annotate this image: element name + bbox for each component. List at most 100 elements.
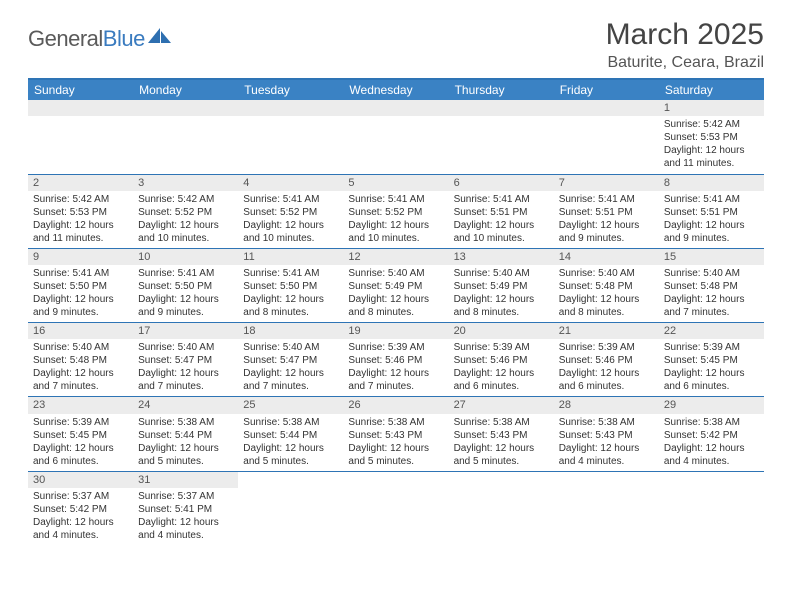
- sunset-text: Sunset: 5:51 PM: [559, 206, 654, 219]
- logo-text-blue: Blue: [103, 26, 145, 52]
- calendar-cell: 24Sunrise: 5:38 AMSunset: 5:44 PMDayligh…: [133, 397, 238, 471]
- sunset-text: Sunset: 5:47 PM: [243, 354, 338, 367]
- sunset-text: Sunset: 5:44 PM: [243, 429, 338, 442]
- calendar-cell: 5Sunrise: 5:41 AMSunset: 5:52 PMDaylight…: [343, 174, 448, 248]
- day-details: Sunrise: 5:40 AMSunset: 5:48 PMDaylight:…: [28, 339, 133, 396]
- day-details: Sunrise: 5:40 AMSunset: 5:49 PMDaylight:…: [449, 265, 554, 322]
- calendar-cell: 18Sunrise: 5:40 AMSunset: 5:47 PMDayligh…: [238, 323, 343, 397]
- calendar-cell: 20Sunrise: 5:39 AMSunset: 5:46 PMDayligh…: [449, 323, 554, 397]
- day-number: 17: [133, 323, 238, 339]
- day-number: 22: [659, 323, 764, 339]
- day-details: Sunrise: 5:38 AMSunset: 5:43 PMDaylight:…: [343, 414, 448, 471]
- calendar-week-row: 30Sunrise: 5:37 AMSunset: 5:42 PMDayligh…: [28, 471, 764, 545]
- daylight-text: Daylight: 12 hours and 8 minutes.: [454, 293, 549, 319]
- calendar-cell: 4Sunrise: 5:41 AMSunset: 5:52 PMDaylight…: [238, 174, 343, 248]
- sunset-text: Sunset: 5:45 PM: [664, 354, 759, 367]
- sunrise-text: Sunrise: 5:38 AM: [664, 416, 759, 429]
- day-details: Sunrise: 5:39 AMSunset: 5:45 PMDaylight:…: [659, 339, 764, 396]
- day-number: 28: [554, 397, 659, 413]
- day-number: 7: [554, 175, 659, 191]
- daylight-text: Daylight: 12 hours and 7 minutes.: [664, 293, 759, 319]
- sunset-text: Sunset: 5:50 PM: [33, 280, 128, 293]
- calendar-cell: [133, 100, 238, 174]
- day-details: Sunrise: 5:41 AMSunset: 5:50 PMDaylight:…: [238, 265, 343, 322]
- day-details: Sunrise: 5:38 AMSunset: 5:44 PMDaylight:…: [133, 414, 238, 471]
- calendar-cell: 1Sunrise: 5:42 AMSunset: 5:53 PMDaylight…: [659, 100, 764, 174]
- sunrise-text: Sunrise: 5:41 AM: [138, 267, 233, 280]
- day-number: 2: [28, 175, 133, 191]
- calendar-cell: 16Sunrise: 5:40 AMSunset: 5:48 PMDayligh…: [28, 323, 133, 397]
- day-number: 3: [133, 175, 238, 191]
- sunset-text: Sunset: 5:52 PM: [138, 206, 233, 219]
- day-number: 4: [238, 175, 343, 191]
- calendar-table: Sunday Monday Tuesday Wednesday Thursday…: [28, 78, 764, 545]
- daylight-text: Daylight: 12 hours and 8 minutes.: [559, 293, 654, 319]
- sunrise-text: Sunrise: 5:39 AM: [33, 416, 128, 429]
- sunset-text: Sunset: 5:53 PM: [664, 131, 759, 144]
- location-label: Baturite, Ceara, Brazil: [606, 54, 764, 72]
- day-number: 27: [449, 397, 554, 413]
- day-number: 11: [238, 249, 343, 265]
- day-number: 20: [449, 323, 554, 339]
- sunrise-text: Sunrise: 5:40 AM: [664, 267, 759, 280]
- calendar-cell: 23Sunrise: 5:39 AMSunset: 5:45 PMDayligh…: [28, 397, 133, 471]
- daylight-text: Daylight: 12 hours and 6 minutes.: [33, 442, 128, 468]
- sunrise-text: Sunrise: 5:41 AM: [664, 193, 759, 206]
- day-details: Sunrise: 5:42 AMSunset: 5:53 PMDaylight:…: [28, 191, 133, 248]
- daylight-text: Daylight: 12 hours and 8 minutes.: [243, 293, 338, 319]
- calendar-week-row: 23Sunrise: 5:39 AMSunset: 5:45 PMDayligh…: [28, 397, 764, 471]
- sunrise-text: Sunrise: 5:40 AM: [454, 267, 549, 280]
- sunrise-text: Sunrise: 5:37 AM: [138, 490, 233, 503]
- day-details: Sunrise: 5:40 AMSunset: 5:48 PMDaylight:…: [554, 265, 659, 322]
- sunset-text: Sunset: 5:53 PM: [33, 206, 128, 219]
- sunrise-text: Sunrise: 5:41 AM: [559, 193, 654, 206]
- sunrise-text: Sunrise: 5:41 AM: [33, 267, 128, 280]
- empty-day-header: [343, 100, 448, 116]
- sunset-text: Sunset: 5:44 PM: [138, 429, 233, 442]
- calendar-cell: [238, 100, 343, 174]
- day-header-row: Sunday Monday Tuesday Wednesday Thursday…: [28, 79, 764, 100]
- daylight-text: Daylight: 12 hours and 6 minutes.: [454, 367, 549, 393]
- empty-day-header: [133, 100, 238, 116]
- day-number: 31: [133, 472, 238, 488]
- calendar-cell: [449, 471, 554, 545]
- sunrise-text: Sunrise: 5:41 AM: [454, 193, 549, 206]
- sunset-text: Sunset: 5:48 PM: [559, 280, 654, 293]
- daylight-text: Daylight: 12 hours and 11 minutes.: [33, 219, 128, 245]
- sunset-text: Sunset: 5:50 PM: [243, 280, 338, 293]
- day-number: 16: [28, 323, 133, 339]
- calendar-page: General Blue March 2025 Baturite, Ceara,…: [0, 0, 792, 555]
- sunset-text: Sunset: 5:48 PM: [664, 280, 759, 293]
- sunset-text: Sunset: 5:46 PM: [559, 354, 654, 367]
- daylight-text: Daylight: 12 hours and 6 minutes.: [559, 367, 654, 393]
- day-number: 21: [554, 323, 659, 339]
- day-header: Friday: [554, 79, 659, 100]
- sunrise-text: Sunrise: 5:40 AM: [243, 341, 338, 354]
- day-number: 24: [133, 397, 238, 413]
- calendar-cell: 6Sunrise: 5:41 AMSunset: 5:51 PMDaylight…: [449, 174, 554, 248]
- daylight-text: Daylight: 12 hours and 10 minutes.: [454, 219, 549, 245]
- day-details: Sunrise: 5:40 AMSunset: 5:49 PMDaylight:…: [343, 265, 448, 322]
- day-number: 26: [343, 397, 448, 413]
- day-header: Tuesday: [238, 79, 343, 100]
- daylight-text: Daylight: 12 hours and 5 minutes.: [138, 442, 233, 468]
- day-number: 30: [28, 472, 133, 488]
- day-number: 15: [659, 249, 764, 265]
- calendar-week-row: 2Sunrise: 5:42 AMSunset: 5:53 PMDaylight…: [28, 174, 764, 248]
- calendar-cell: 25Sunrise: 5:38 AMSunset: 5:44 PMDayligh…: [238, 397, 343, 471]
- sunrise-text: Sunrise: 5:39 AM: [559, 341, 654, 354]
- sunrise-text: Sunrise: 5:42 AM: [664, 118, 759, 131]
- day-details: Sunrise: 5:42 AMSunset: 5:53 PMDaylight:…: [659, 116, 764, 173]
- day-details: Sunrise: 5:41 AMSunset: 5:51 PMDaylight:…: [554, 191, 659, 248]
- sunrise-text: Sunrise: 5:39 AM: [348, 341, 443, 354]
- daylight-text: Daylight: 12 hours and 4 minutes.: [138, 516, 233, 542]
- daylight-text: Daylight: 12 hours and 4 minutes.: [559, 442, 654, 468]
- daylight-text: Daylight: 12 hours and 5 minutes.: [454, 442, 549, 468]
- day-details: Sunrise: 5:41 AMSunset: 5:52 PMDaylight:…: [238, 191, 343, 248]
- day-details: Sunrise: 5:39 AMSunset: 5:46 PMDaylight:…: [554, 339, 659, 396]
- sunset-text: Sunset: 5:47 PM: [138, 354, 233, 367]
- daylight-text: Daylight: 12 hours and 7 minutes.: [243, 367, 338, 393]
- day-header: Monday: [133, 79, 238, 100]
- sunset-text: Sunset: 5:50 PM: [138, 280, 233, 293]
- daylight-text: Daylight: 12 hours and 6 minutes.: [664, 367, 759, 393]
